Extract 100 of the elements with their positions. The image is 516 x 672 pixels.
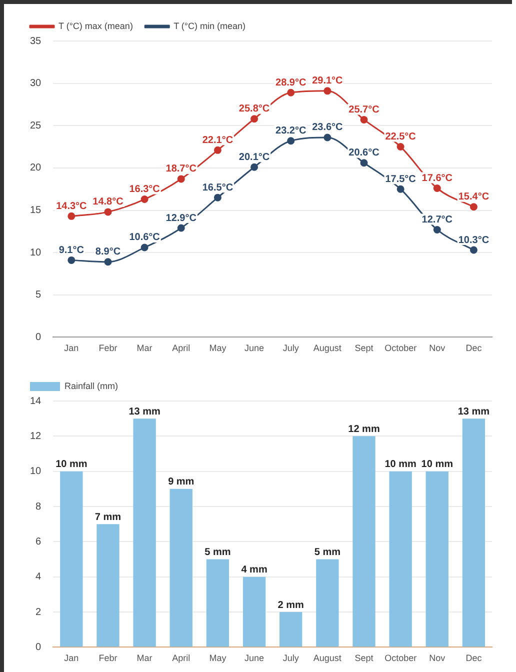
y-tick-label: 6 xyxy=(36,536,42,548)
x-tick-label: Mar xyxy=(136,653,152,664)
data-label: 23.2°C xyxy=(276,126,306,137)
data-label: 20.6°C xyxy=(348,148,380,159)
data-label: 23.6°C xyxy=(312,122,343,134)
point xyxy=(68,212,76,220)
bar xyxy=(206,559,230,647)
y-tick-label: 14 xyxy=(30,396,42,407)
x-tick-label: Mar xyxy=(136,343,152,354)
point xyxy=(140,196,148,204)
y-tick-label: 25 xyxy=(30,120,42,132)
x-tick-label: Nov xyxy=(429,653,446,664)
bar xyxy=(133,418,156,647)
data-label: 14.8°C xyxy=(92,196,124,208)
data-label: 12 mm xyxy=(348,424,380,435)
data-label: 7 mm xyxy=(94,512,122,523)
point xyxy=(470,203,478,211)
point xyxy=(68,256,76,264)
legend-label: Rainfall (mm) xyxy=(64,380,118,391)
point xyxy=(360,159,368,167)
data-label: 12.7°C xyxy=(422,214,452,226)
point xyxy=(324,134,332,142)
data-label: 20.1°C xyxy=(238,152,270,163)
bar xyxy=(170,488,192,647)
y-tick-label: 2 xyxy=(36,606,42,618)
data-label: 28.9°C xyxy=(276,77,306,88)
x-tick-label: August xyxy=(313,343,342,354)
data-label: 29.1°C xyxy=(312,76,343,87)
x-tick-label: April xyxy=(172,653,190,664)
point xyxy=(396,143,404,151)
x-tick-label: Febr xyxy=(98,653,118,664)
data-label: 16.3°C xyxy=(129,184,160,196)
bar xyxy=(242,576,266,647)
y-tick-label: 12 xyxy=(30,430,42,442)
data-label: 12.9°C xyxy=(166,212,196,224)
y-tick-label: 5 xyxy=(36,290,42,301)
data-label: 22.5°C xyxy=(385,132,416,143)
data-label: 13 mm xyxy=(458,406,490,418)
x-tick-label: June xyxy=(244,653,264,664)
x-tick-label: October xyxy=(384,343,417,354)
point xyxy=(287,137,295,145)
y-tick-label: 0 xyxy=(36,642,42,653)
x-tick-label: Jan xyxy=(64,653,79,664)
data-label: 5 mm xyxy=(314,547,341,558)
point xyxy=(214,194,222,202)
x-tick-label: July xyxy=(282,343,300,354)
data-label: 2 mm xyxy=(278,600,304,611)
y-tick-label: 4 xyxy=(36,572,42,583)
data-label: 17.6°C xyxy=(422,173,452,184)
data-label: 10 mm xyxy=(384,459,417,470)
point xyxy=(433,226,441,234)
x-tick-label: Dec xyxy=(466,343,482,354)
point xyxy=(250,163,258,171)
data-label: 5 mm xyxy=(204,547,231,558)
x-tick-label: Nov xyxy=(429,343,446,354)
x-tick-label: Sept xyxy=(354,653,374,664)
y-tick-label: 15 xyxy=(30,205,42,216)
data-label: 25.8°C xyxy=(238,104,270,115)
data-label: 10.6°C xyxy=(129,232,160,244)
point xyxy=(433,184,441,192)
bar xyxy=(389,471,412,647)
point xyxy=(104,258,112,266)
point xyxy=(250,115,258,123)
x-tick-label: May xyxy=(209,653,227,664)
point xyxy=(360,116,368,124)
point xyxy=(324,87,332,95)
data-label: 13 mm xyxy=(128,406,161,418)
data-label: 9.1°C xyxy=(58,244,84,256)
legend-label: T (°C) min (mean) xyxy=(174,20,246,31)
point xyxy=(470,246,478,254)
bar xyxy=(426,471,448,647)
bar xyxy=(60,471,83,647)
data-label: 9 mm xyxy=(168,476,194,488)
point xyxy=(140,244,148,252)
x-tick-label: June xyxy=(244,343,264,354)
point xyxy=(214,146,222,154)
point xyxy=(104,208,112,216)
data-label: 25.7°C xyxy=(348,104,380,116)
data-label: 4 mm xyxy=(241,564,268,576)
data-label: 10.3°C xyxy=(458,234,490,246)
bar xyxy=(96,524,120,647)
data-label: 8.9°C xyxy=(95,246,121,258)
x-tick-label: April xyxy=(172,343,190,354)
y-tick-label: 8 xyxy=(36,501,42,512)
bar xyxy=(352,436,376,647)
data-label: 16.5°C xyxy=(202,182,234,194)
x-tick-label: July xyxy=(282,653,300,664)
data-label: 17.5°C xyxy=(385,174,416,185)
legend-label: T (°C) max (mean) xyxy=(58,20,133,31)
bar xyxy=(280,612,302,647)
data-label: 18.7°C xyxy=(166,164,196,175)
data-label: 14.3°C xyxy=(56,200,87,212)
y-tick-label: 35 xyxy=(30,36,42,47)
y-tick-label: 20 xyxy=(30,162,42,174)
data-label: 10 mm xyxy=(421,459,454,470)
y-tick-label: 10 xyxy=(30,466,42,478)
y-tick-label: 30 xyxy=(30,78,42,90)
x-tick-label: Febr xyxy=(98,343,118,354)
y-tick-label: 10 xyxy=(30,247,42,258)
x-tick-label: Jan xyxy=(64,343,79,354)
